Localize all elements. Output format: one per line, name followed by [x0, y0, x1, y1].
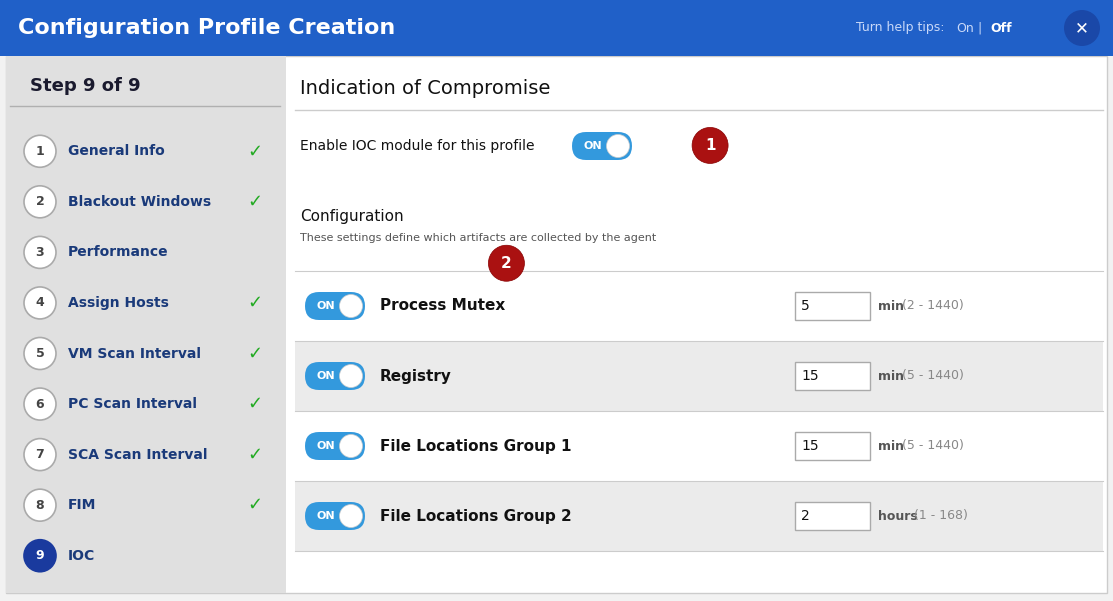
Text: These settings define which artifacts are collected by the agent: These settings define which artifacts ar… — [301, 233, 657, 243]
Text: Turn help tips:: Turn help tips: — [856, 22, 948, 34]
Circle shape — [24, 236, 56, 269]
FancyBboxPatch shape — [305, 432, 365, 460]
Text: Configuration: Configuration — [301, 209, 404, 224]
Text: ON: ON — [317, 301, 335, 311]
Text: IOC: IOC — [68, 549, 96, 563]
Text: min: min — [878, 370, 904, 382]
Text: min: min — [878, 439, 904, 453]
Text: File Locations Group 1: File Locations Group 1 — [380, 439, 571, 454]
Text: ✓: ✓ — [247, 142, 263, 160]
Bar — [795, 432, 870, 460]
Circle shape — [607, 135, 630, 157]
FancyBboxPatch shape — [572, 132, 632, 160]
Text: hours: hours — [878, 510, 918, 522]
Bar — [6, 56, 1107, 593]
Bar — [295, 271, 1103, 341]
Circle shape — [24, 338, 56, 370]
Text: Performance: Performance — [68, 245, 169, 260]
Circle shape — [339, 504, 363, 528]
Text: Step 9 of 9: Step 9 of 9 — [30, 77, 140, 95]
Text: 1: 1 — [705, 138, 716, 153]
Text: 15: 15 — [801, 439, 819, 453]
Text: General Info: General Info — [68, 144, 165, 158]
Text: Enable IOC module for this profile: Enable IOC module for this profile — [301, 139, 534, 153]
Bar — [795, 292, 870, 320]
Text: VM Scan Interval: VM Scan Interval — [68, 347, 201, 361]
Text: |: | — [974, 22, 986, 34]
Text: 5: 5 — [36, 347, 45, 360]
Text: (5 - 1440): (5 - 1440) — [897, 439, 964, 453]
Bar — [295, 411, 1103, 481]
Circle shape — [24, 489, 56, 521]
Text: Indication of Compromise: Indication of Compromise — [301, 79, 550, 97]
Text: Assign Hosts: Assign Hosts — [68, 296, 169, 310]
Bar — [295, 341, 1103, 411]
Circle shape — [339, 365, 363, 388]
Text: ✓: ✓ — [247, 445, 263, 463]
Circle shape — [1064, 10, 1100, 46]
FancyBboxPatch shape — [305, 502, 365, 530]
Circle shape — [24, 540, 56, 572]
Text: 2: 2 — [36, 195, 45, 209]
Text: ✓: ✓ — [247, 294, 263, 312]
Text: File Locations Group 2: File Locations Group 2 — [380, 508, 572, 523]
Bar — [0, 0, 1113, 56]
Text: ON: ON — [317, 441, 335, 451]
Text: (5 - 1440): (5 - 1440) — [897, 370, 964, 382]
Bar — [795, 502, 870, 530]
Text: 15: 15 — [801, 369, 819, 383]
Text: Configuration Profile Creation: Configuration Profile Creation — [18, 18, 395, 38]
Text: (1 - 168): (1 - 168) — [910, 510, 968, 522]
Text: 6: 6 — [36, 397, 45, 410]
Circle shape — [339, 294, 363, 317]
Text: ✓: ✓ — [247, 193, 263, 211]
Circle shape — [24, 439, 56, 471]
Bar — [295, 481, 1103, 551]
Circle shape — [24, 186, 56, 218]
Circle shape — [692, 127, 728, 163]
Text: Registry: Registry — [380, 368, 452, 383]
Text: min: min — [878, 299, 904, 313]
Text: ON: ON — [317, 511, 335, 521]
Text: ✓: ✓ — [247, 395, 263, 413]
Text: FIM: FIM — [68, 498, 97, 512]
Circle shape — [24, 135, 56, 167]
Text: 4: 4 — [36, 296, 45, 310]
Text: ON: ON — [583, 141, 602, 151]
FancyBboxPatch shape — [305, 362, 365, 390]
Text: Process Mutex: Process Mutex — [380, 299, 505, 314]
Circle shape — [489, 245, 524, 281]
Text: Blackout Windows: Blackout Windows — [68, 195, 211, 209]
Text: 2: 2 — [501, 256, 512, 270]
Text: 2: 2 — [801, 509, 810, 523]
Bar — [6, 56, 286, 593]
Bar — [795, 362, 870, 390]
Text: PC Scan Interval: PC Scan Interval — [68, 397, 197, 411]
Text: (2 - 1440): (2 - 1440) — [897, 299, 963, 313]
Text: ✓: ✓ — [247, 496, 263, 514]
Text: ON: ON — [317, 371, 335, 381]
Text: ✕: ✕ — [1075, 19, 1089, 37]
Text: SCA Scan Interval: SCA Scan Interval — [68, 448, 207, 462]
Text: 1: 1 — [36, 145, 45, 158]
Text: Off: Off — [989, 22, 1012, 34]
Text: 3: 3 — [36, 246, 45, 259]
Text: ✓: ✓ — [247, 344, 263, 362]
Circle shape — [24, 287, 56, 319]
Text: 7: 7 — [36, 448, 45, 461]
FancyBboxPatch shape — [305, 292, 365, 320]
Circle shape — [339, 435, 363, 457]
Text: 5: 5 — [801, 299, 810, 313]
Text: 9: 9 — [36, 549, 45, 562]
Text: 8: 8 — [36, 499, 45, 511]
Text: On: On — [956, 22, 974, 34]
Circle shape — [24, 388, 56, 420]
